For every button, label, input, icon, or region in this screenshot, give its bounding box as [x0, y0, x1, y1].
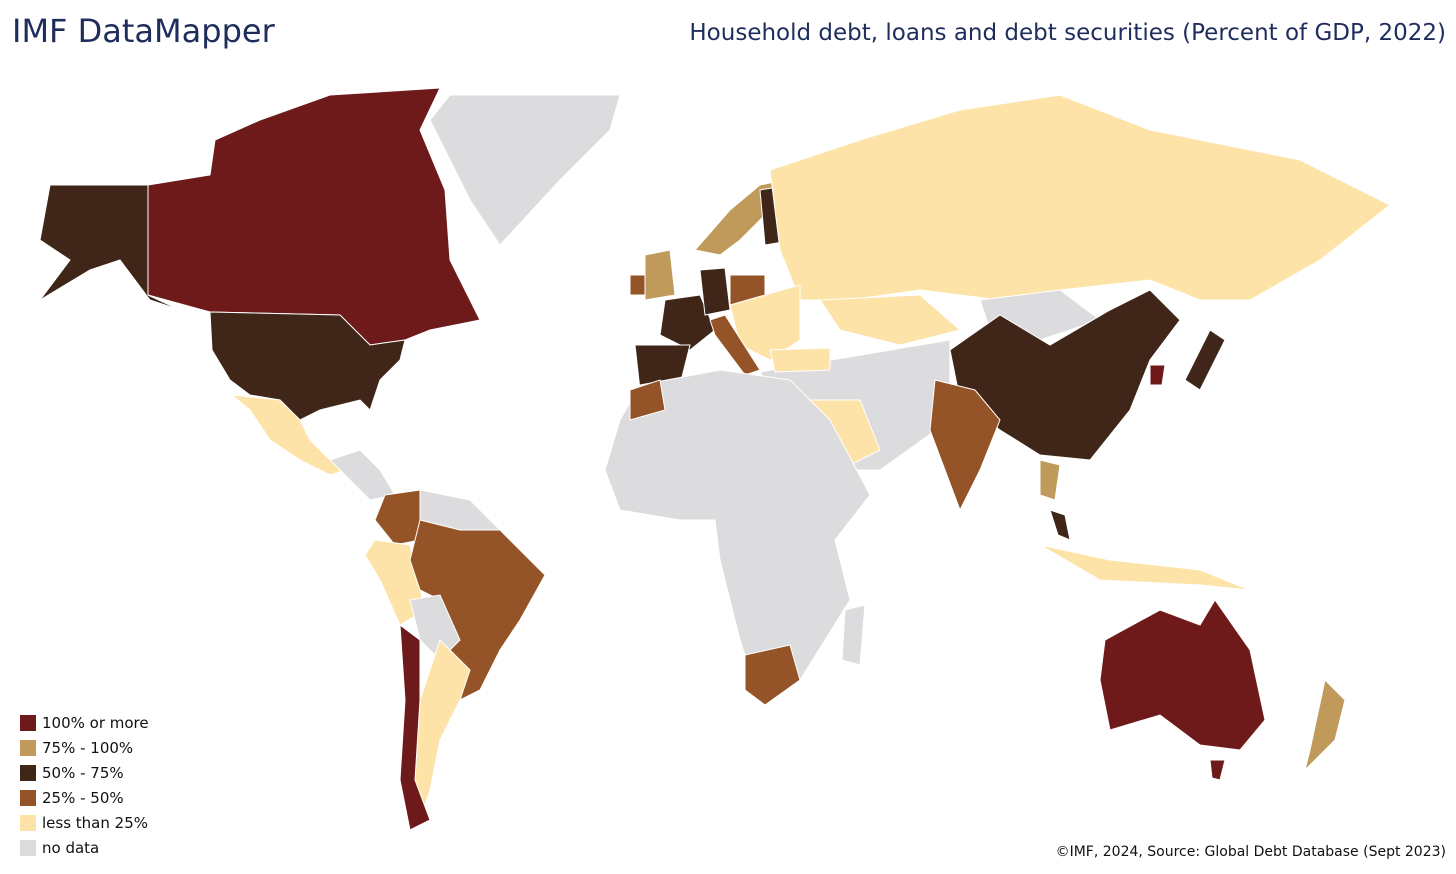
country — [644, 249, 676, 301]
country — [841, 604, 866, 666]
country — [659, 294, 716, 351]
legend-label: less than 25% — [42, 813, 148, 832]
map-title: Household debt, loans and debt securitie… — [689, 20, 1446, 46]
brand: IMF DataMapper — [12, 12, 275, 50]
country — [819, 294, 962, 346]
legend-swatch — [20, 764, 36, 781]
legend-label: 100% or more — [42, 713, 149, 732]
legend-item: less than 25% — [20, 810, 149, 835]
country — [629, 379, 666, 421]
legend-item: no data — [20, 835, 149, 860]
legend: 100% or more 75% - 100% 50% - 75% 25% - 50%… — [20, 710, 149, 860]
country — [744, 644, 801, 706]
legend-label: no data — [42, 838, 100, 857]
country — [429, 94, 621, 246]
country — [374, 489, 421, 546]
legend-swatch — [20, 789, 36, 806]
country — [1209, 759, 1226, 781]
country — [1039, 459, 1061, 501]
legend-item: 25% - 50% — [20, 785, 149, 810]
country — [414, 639, 471, 821]
country — [709, 314, 761, 376]
country — [39, 184, 181, 311]
country — [929, 379, 1001, 512]
country — [1149, 364, 1166, 386]
country — [769, 94, 1391, 301]
country — [1304, 678, 1346, 772]
legend-swatch — [20, 814, 36, 831]
legend-swatch — [20, 714, 36, 731]
legend-item: 75% - 100% — [20, 735, 149, 760]
country — [1099, 599, 1266, 751]
legend-label: 50% - 75% — [42, 763, 124, 782]
legend-label: 25% - 50% — [42, 788, 124, 807]
country — [147, 87, 481, 346]
country — [699, 267, 731, 316]
country — [1184, 329, 1226, 391]
country — [949, 289, 1181, 461]
country — [769, 347, 831, 373]
country — [1049, 509, 1071, 541]
country — [409, 519, 546, 701]
country — [209, 311, 406, 421]
country — [399, 623, 431, 831]
legend-swatch — [20, 739, 36, 756]
legend-swatch — [20, 839, 36, 856]
country — [629, 274, 646, 296]
country — [329, 449, 396, 501]
country — [1039, 544, 1251, 591]
legend-label: 75% - 100% — [42, 738, 134, 757]
source-note: ©IMF, 2024, Source: Global Debt Database… — [1055, 844, 1446, 860]
legend-item: 50% - 75% — [20, 760, 149, 785]
legend-item: 100% or more — [20, 710, 149, 735]
